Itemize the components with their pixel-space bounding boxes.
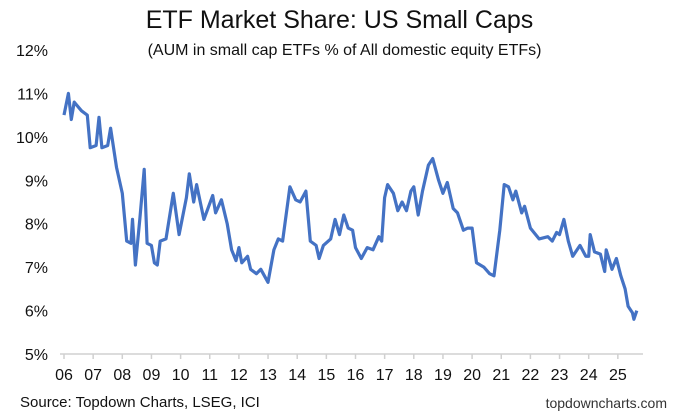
x-tick-label: 12	[230, 367, 248, 384]
x-tick-label: 25	[609, 367, 627, 384]
x-tick-label: 24	[580, 367, 598, 384]
brand-watermark: topdowncharts.com	[545, 395, 667, 411]
y-tick-label: 5%	[25, 347, 48, 364]
series-line	[62, 91, 639, 321]
x-tick-label: 19	[434, 367, 452, 384]
y-tick-label: 11%	[17, 86, 48, 103]
y-tick-label: 10%	[16, 130, 48, 147]
y-tick-label: 8%	[25, 217, 48, 234]
x-tick-label: 10	[172, 367, 190, 384]
x-tick-label: 08	[113, 367, 131, 384]
x-tick-label: 14	[288, 367, 306, 384]
x-tick-label: 07	[84, 367, 102, 384]
x-tick-label: 23	[551, 367, 569, 384]
x-tick-label: 21	[492, 367, 510, 384]
x-tick-label: 20	[463, 367, 481, 384]
x-tick-label: 17	[376, 367, 394, 384]
y-tick-label: 7%	[25, 260, 48, 277]
y-tick-label: 6%	[25, 304, 48, 321]
x-tick-label: 18	[405, 367, 423, 384]
source-note: Source: Topdown Charts, LSEG, ICI	[20, 394, 260, 411]
chart-title: ETF Market Share: US Small Caps	[145, 6, 534, 34]
x-tick-label: 09	[143, 367, 161, 384]
chart-subtitle: (AUM in small cap ETFs % of All domestic…	[147, 42, 542, 59]
x-tick-label: 22	[522, 367, 540, 384]
x-tick-label: 13	[259, 367, 277, 384]
x-tick-label: 06	[55, 367, 73, 384]
y-tick-label: 9%	[25, 173, 48, 190]
x-tick-label: 15	[317, 367, 335, 384]
x-tick-label: 11	[201, 367, 218, 384]
y-tick-label: 12%	[16, 43, 48, 60]
x-tick-label: 16	[347, 367, 365, 384]
